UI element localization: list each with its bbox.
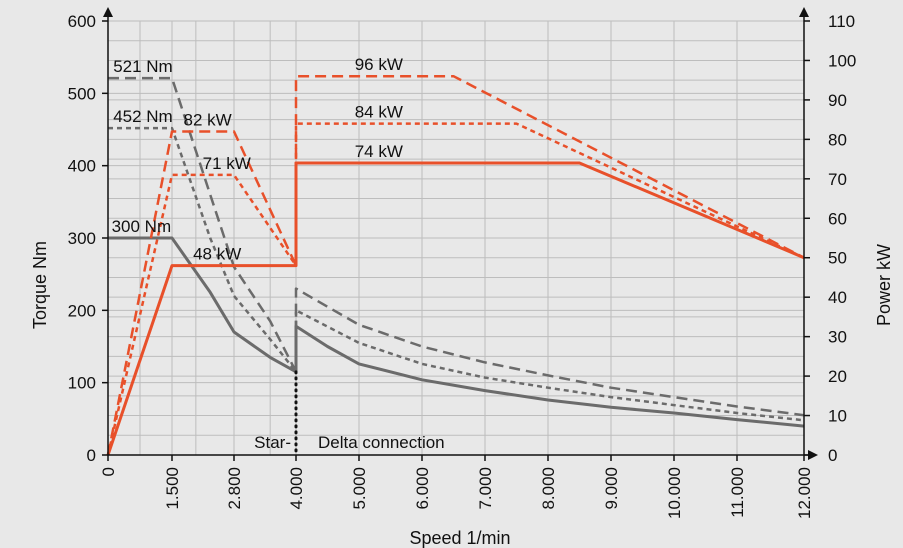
y-right-axis-title: Power kW <box>874 244 894 326</box>
tick-labels: 0 100 200 300 400 500 600 0 10 20 30 40 50 60 70 80 90 10… <box>68 12 857 519</box>
y-left-axis-title: Torque Nm <box>30 241 50 329</box>
y-right-tick-label: 40 <box>828 288 847 307</box>
x-axis-arrow <box>808 450 818 460</box>
y-left-tick-label: 200 <box>68 301 96 320</box>
x-axis-title: Speed 1/min <box>409 528 510 548</box>
x-tick-label: 5.000 <box>350 467 369 510</box>
y-left-tick-label: 0 <box>87 446 96 465</box>
y-right-tick-label: 100 <box>828 51 856 70</box>
annotation-label: 71 kW <box>203 154 251 173</box>
x-tick-label: 2.800 <box>225 467 244 510</box>
power-line-solid <box>106 161 805 456</box>
power-line-short-dash <box>106 122 805 456</box>
annotation-label: 74 kW <box>355 142 403 161</box>
annotation-label: 521 Nm <box>113 57 173 76</box>
delta-connection-label: Delta connection <box>318 433 445 452</box>
y-right-tick-label: 10 <box>828 407 847 426</box>
chart-axes <box>102 7 818 461</box>
y-left-tick-label: 500 <box>68 84 96 103</box>
y-right-tick-label: 110 <box>828 12 855 31</box>
star-connection-label: Star- <box>254 433 291 452</box>
x-tick-label: 9.000 <box>602 467 621 510</box>
x-tick-label: 8.000 <box>539 467 558 510</box>
y-left-tick-label: 300 <box>68 229 96 248</box>
x-tick-label: 12.000 <box>795 467 814 519</box>
y-right-tick-label: 0 <box>828 446 837 465</box>
annotation-label: 452 Nm <box>113 107 173 126</box>
grid <box>108 20 805 456</box>
annotation-label: 48 kW <box>193 245 241 264</box>
y-right-tick-label: 30 <box>828 328 847 347</box>
x-tick-label: 6.000 <box>413 467 432 510</box>
power-line-long-dash <box>106 74 805 456</box>
x-tick-label: 10.000 <box>665 467 684 519</box>
y-right-tick-label: 20 <box>828 367 847 386</box>
chart-series <box>106 74 805 457</box>
torque-line-short-dash <box>108 126 805 422</box>
y-right-tick-label: 60 <box>828 209 847 228</box>
torque-line-solid <box>108 236 805 428</box>
y-left-tick-label: 100 <box>68 374 96 393</box>
annotation-label: 96 kW <box>355 55 403 74</box>
y-left-tick-label: 400 <box>68 157 96 176</box>
x-tick-label: 7.000 <box>476 467 495 510</box>
annotations: 521 Nm 452 Nm 300 Nm 82 kW 71 kW 48 kW 96 kW 84… <box>112 55 403 263</box>
y-right-tick-label: 80 <box>828 130 847 149</box>
y-right-axis-arrow <box>799 7 809 17</box>
y-left-tick-label: 600 <box>68 12 96 31</box>
x-tick-label: 0 <box>99 467 118 476</box>
y-right-tick-label: 70 <box>828 170 847 189</box>
y-right-tick-label: 90 <box>828 91 847 110</box>
x-tick-label: 11.000 <box>728 467 747 518</box>
torque-line-long-dash <box>108 76 805 417</box>
y-right-tick-label: 50 <box>828 249 847 268</box>
x-tick-label: 1.500 <box>163 467 182 510</box>
annotation-label: 300 Nm <box>112 217 172 236</box>
y-left-axis-arrow <box>103 7 113 17</box>
x-tick-label: 4.000 <box>287 467 306 510</box>
annotation-label: 82 kW <box>184 110 232 129</box>
annotation-label: 84 kW <box>355 103 403 122</box>
